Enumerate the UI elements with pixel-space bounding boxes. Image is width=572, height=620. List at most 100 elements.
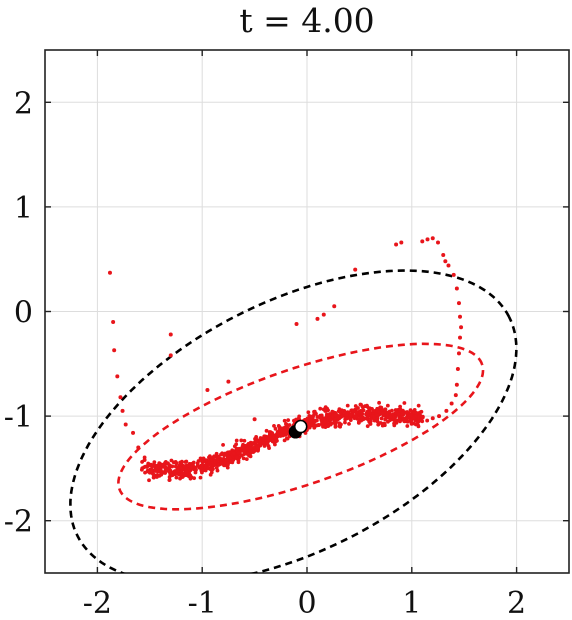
- particle: [272, 424, 276, 428]
- particle: [385, 403, 390, 408]
- particle: [371, 409, 376, 413]
- particle: [456, 351, 461, 356]
- particle: [231, 458, 236, 463]
- particle: [168, 353, 173, 358]
- particle: [282, 418, 287, 423]
- particle: [265, 441, 270, 446]
- y-tick-label: -1: [4, 400, 33, 435]
- particle: [246, 441, 251, 446]
- particle: [399, 240, 404, 245]
- particle: [139, 467, 144, 472]
- particle: [165, 461, 170, 466]
- particle: [208, 472, 213, 477]
- y-tick-label: 2: [14, 86, 33, 121]
- particle: [351, 408, 356, 413]
- center-marker: [293, 419, 308, 434]
- particle: [353, 404, 358, 408]
- particle: [120, 408, 125, 413]
- particle: [375, 413, 380, 417]
- particle: [416, 403, 421, 408]
- particle: [242, 451, 247, 455]
- particle: [365, 424, 370, 429]
- particle: [345, 416, 349, 421]
- particle: [454, 382, 459, 387]
- particle: [227, 455, 232, 460]
- particle: [348, 416, 353, 421]
- particle: [267, 446, 271, 450]
- particle: [358, 409, 363, 414]
- particle: [155, 465, 160, 470]
- particle: [392, 421, 396, 426]
- particle: [380, 411, 385, 416]
- particle: [255, 445, 260, 450]
- particle: [453, 393, 458, 398]
- particle: [111, 319, 116, 324]
- particle: [168, 469, 173, 473]
- particle: [200, 459, 204, 463]
- particle: [375, 416, 380, 421]
- particle: [131, 430, 136, 435]
- particle: [307, 413, 312, 418]
- particle: [174, 464, 179, 469]
- particle: [230, 448, 235, 453]
- particle: [234, 442, 239, 447]
- particle: [224, 457, 229, 462]
- particle: [332, 304, 337, 309]
- particle: [254, 434, 259, 439]
- particle: [284, 431, 289, 436]
- ellipses: [69, 269, 518, 573]
- particle: [214, 451, 219, 456]
- particle: [318, 415, 323, 420]
- particle: [219, 461, 224, 466]
- particle: [444, 408, 449, 413]
- particle: [207, 459, 211, 464]
- particle: [391, 415, 396, 420]
- particle: [283, 425, 287, 430]
- particle: [455, 367, 460, 372]
- particle: [165, 468, 170, 473]
- particle: [366, 406, 371, 411]
- particle: [184, 459, 189, 464]
- y-tick-label: 0: [14, 296, 33, 331]
- particle: [225, 465, 230, 470]
- particle: [456, 301, 461, 306]
- particle: [398, 404, 403, 409]
- particle: [167, 477, 172, 482]
- particle: [239, 438, 244, 443]
- particle: [443, 259, 448, 264]
- particle: [379, 416, 384, 421]
- particle: [184, 469, 189, 474]
- particle: [437, 414, 442, 419]
- x-tick-label: 0: [297, 586, 316, 620]
- particle: [430, 236, 435, 241]
- particle: [118, 395, 123, 400]
- particle: [405, 410, 410, 414]
- particle: [436, 240, 440, 245]
- particle: [188, 476, 193, 481]
- particle: [343, 420, 347, 425]
- particle: [284, 436, 289, 441]
- particle: [328, 418, 333, 422]
- particle: [412, 410, 417, 415]
- particle: [142, 455, 147, 460]
- particle: [219, 457, 224, 462]
- particle: [200, 470, 204, 475]
- particle: [425, 418, 430, 423]
- particle: [397, 417, 402, 422]
- particle: [415, 419, 420, 424]
- particle: [458, 335, 463, 340]
- particle: [408, 417, 413, 422]
- particle: [261, 436, 266, 441]
- particle: [420, 239, 425, 244]
- particle: [409, 421, 414, 426]
- particle: [264, 428, 269, 433]
- particle: [378, 421, 383, 425]
- particle: [372, 415, 377, 420]
- particle: [400, 411, 405, 416]
- particle: [273, 426, 278, 431]
- x-axis: -2 -1 0 1 2: [83, 50, 526, 620]
- particle: [169, 458, 174, 463]
- particle: [175, 468, 180, 473]
- particle: [277, 425, 282, 429]
